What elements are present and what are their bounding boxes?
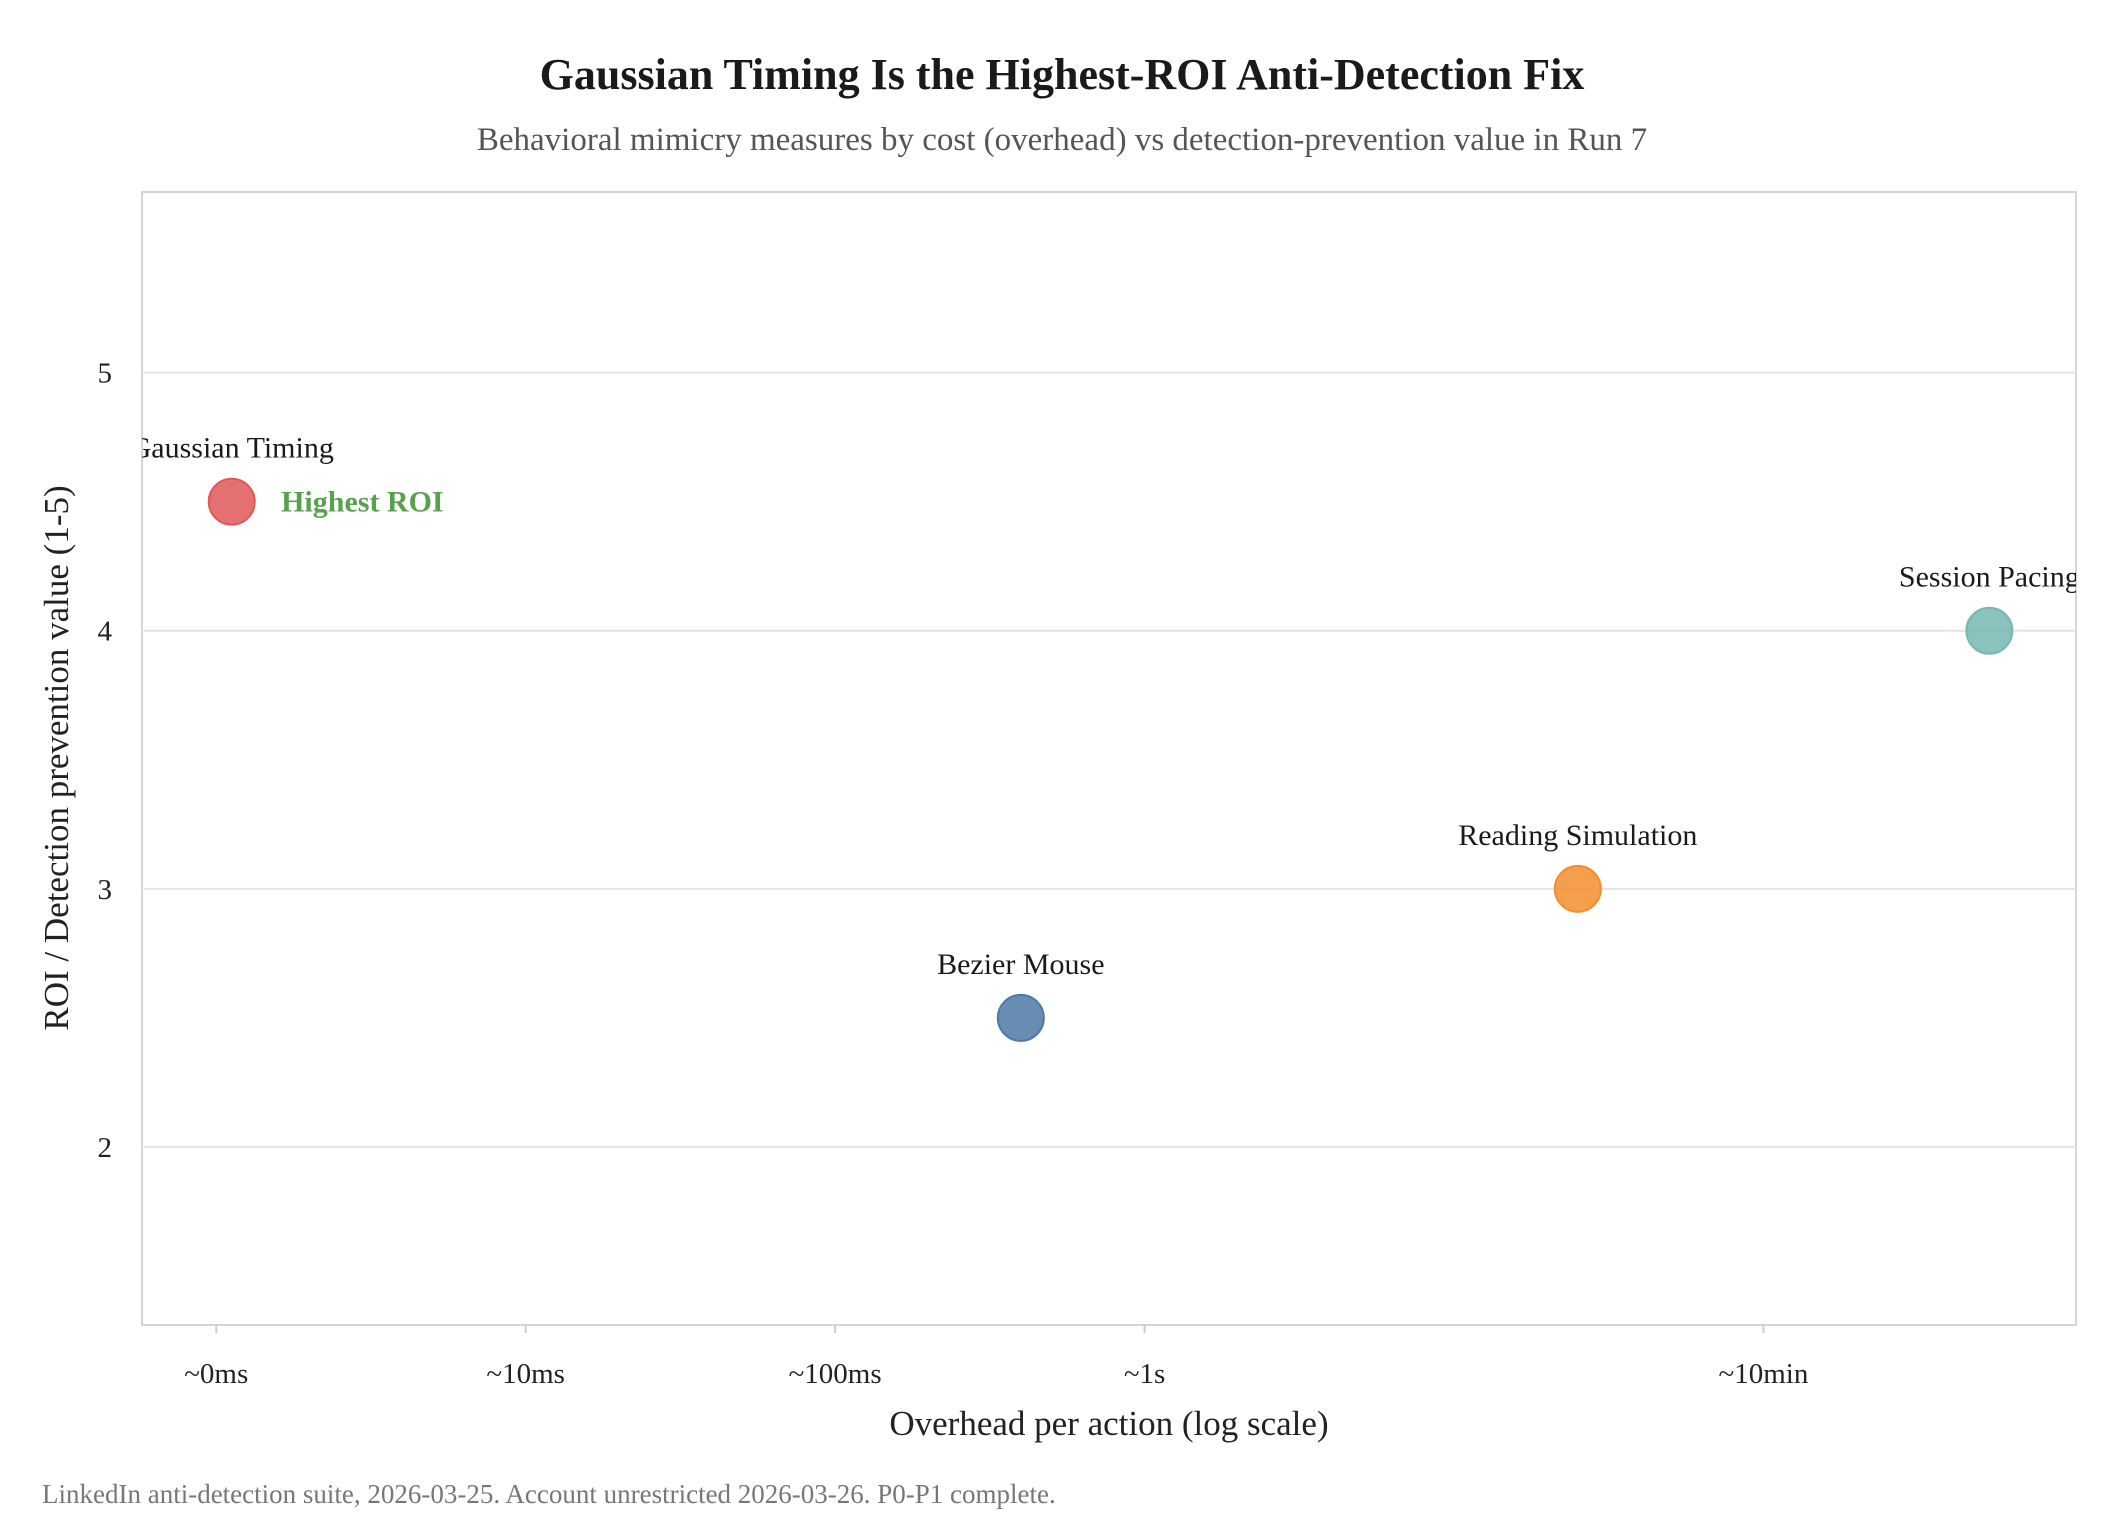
point-label: Gaussian Timing [130,432,334,465]
x-tick-label: ~10ms [486,1358,565,1390]
x-axis-label: Overhead per action (log scale) [889,1404,1328,1443]
x-tick-label: ~100ms [789,1358,882,1390]
y-axis-label: ROI / Detection prevention value (1-5) [37,485,76,1030]
data-point [996,993,1045,1042]
point-label: Bezier Mouse [937,948,1104,981]
point-label: Reading Simulation [1458,819,1697,852]
x-tick-label: ~1s [1124,1358,1165,1390]
data-point [1553,864,1602,913]
data-point [207,477,256,526]
point-label: Session Pacing [1899,561,2080,594]
chart-subtitle: Behavioral mimicry measures by cost (ove… [477,122,1647,158]
y-tick-label: 4 [98,616,113,648]
x-tick-label: ~0ms [184,1358,248,1390]
chart-title: Gaussian Timing Is the Highest-ROI Anti-… [540,50,1585,99]
data-point [1965,606,2014,655]
y-tick-label: 3 [98,874,113,906]
footer-note: LinkedIn anti-detection suite, 2026-03-2… [42,1479,1056,1509]
highest-roi-annotation: Highest ROI [281,486,444,519]
plot-area [141,191,2077,1326]
x-tick-label: ~10min [1719,1358,1809,1390]
y-tick-label: 5 [98,358,113,390]
y-tick-label: 2 [98,1132,113,1164]
